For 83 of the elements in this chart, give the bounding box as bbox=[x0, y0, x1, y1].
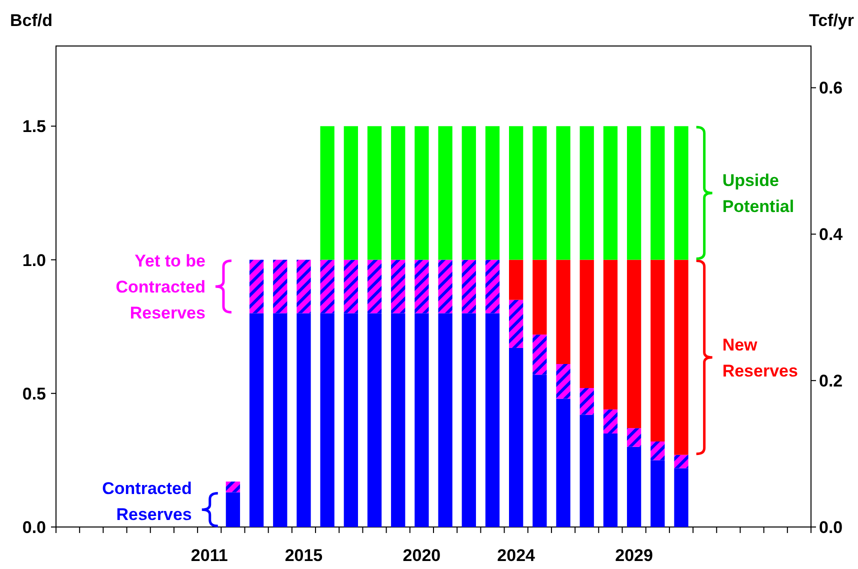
bar bbox=[438, 126, 452, 260]
bar bbox=[414, 126, 429, 260]
y2-tick-label: 0.2 bbox=[819, 372, 843, 391]
bar bbox=[367, 260, 382, 314]
bar bbox=[556, 126, 570, 260]
y-axis-title: Bcf/d bbox=[10, 11, 52, 30]
y-tick-label: 1.0 bbox=[22, 250, 46, 270]
bar bbox=[438, 313, 452, 527]
bar bbox=[603, 433, 618, 527]
x-tick-label: 2029 bbox=[615, 546, 653, 565]
bar bbox=[391, 126, 406, 260]
bar bbox=[296, 260, 311, 314]
y2-axis-title: Tcf/yr bbox=[808, 11, 854, 30]
bar bbox=[462, 260, 476, 314]
bar bbox=[626, 126, 642, 260]
bar bbox=[580, 260, 594, 388]
bar bbox=[674, 468, 688, 527]
bar bbox=[603, 126, 618, 260]
bar bbox=[391, 260, 406, 314]
bar bbox=[485, 260, 500, 314]
bar bbox=[556, 398, 570, 527]
bar bbox=[344, 313, 358, 527]
bar bbox=[580, 414, 594, 527]
bar bbox=[556, 364, 570, 399]
bar bbox=[344, 260, 358, 314]
bar bbox=[485, 313, 500, 527]
y-tick-label: 0.0 bbox=[22, 518, 46, 537]
x-tick-label: 2020 bbox=[402, 546, 441, 565]
bar bbox=[580, 126, 594, 260]
bar bbox=[674, 126, 688, 260]
y-tick-label: 0.5 bbox=[22, 384, 46, 404]
y-tick-label: 1.5 bbox=[22, 117, 46, 136]
bar bbox=[367, 126, 382, 260]
bar bbox=[509, 300, 524, 348]
bar bbox=[344, 126, 358, 260]
bar bbox=[462, 313, 476, 527]
text: Upside Potential bbox=[722, 170, 794, 216]
bar bbox=[650, 460, 665, 527]
bar bbox=[509, 348, 524, 527]
bar bbox=[273, 313, 288, 527]
bar bbox=[603, 260, 618, 410]
bar bbox=[414, 260, 429, 314]
bar bbox=[674, 454, 688, 468]
bar bbox=[509, 126, 524, 260]
bar bbox=[249, 260, 264, 314]
legend-label: Contracted Reserves bbox=[102, 479, 192, 524]
bar bbox=[626, 428, 642, 447]
bar bbox=[650, 441, 665, 460]
bar bbox=[674, 260, 688, 455]
bar bbox=[296, 313, 311, 527]
bar bbox=[556, 260, 570, 364]
bar bbox=[462, 126, 476, 260]
y2-tick-label: 0.4 bbox=[819, 225, 844, 244]
bar bbox=[226, 492, 240, 527]
bar bbox=[626, 446, 642, 527]
bar bbox=[603, 409, 618, 434]
bar bbox=[226, 482, 240, 492]
text: Yet to be Contracted Reserves bbox=[116, 252, 206, 322]
y2-tick-label: 0.0 bbox=[819, 518, 843, 537]
y2-tick-label: 0.6 bbox=[819, 78, 843, 98]
bar bbox=[532, 260, 547, 335]
bar bbox=[414, 313, 429, 527]
x-tick-label: 2011 bbox=[190, 546, 228, 565]
bar bbox=[532, 334, 547, 375]
bar bbox=[485, 126, 500, 260]
bar bbox=[509, 260, 524, 300]
bar bbox=[320, 126, 334, 260]
bar bbox=[438, 260, 452, 314]
x-tick-label: 2024 bbox=[497, 546, 536, 565]
bar bbox=[391, 313, 406, 527]
bar bbox=[626, 260, 642, 428]
bar bbox=[320, 313, 334, 527]
bar bbox=[273, 260, 288, 314]
bar bbox=[367, 313, 382, 527]
bar bbox=[249, 313, 264, 527]
bar bbox=[650, 260, 665, 442]
bar bbox=[532, 374, 547, 527]
bar bbox=[650, 126, 665, 260]
bar bbox=[580, 388, 594, 415]
bar bbox=[320, 260, 334, 314]
bar bbox=[532, 126, 547, 260]
text: New Reserves bbox=[722, 335, 798, 380]
x-tick-label: 2015 bbox=[284, 546, 323, 565]
